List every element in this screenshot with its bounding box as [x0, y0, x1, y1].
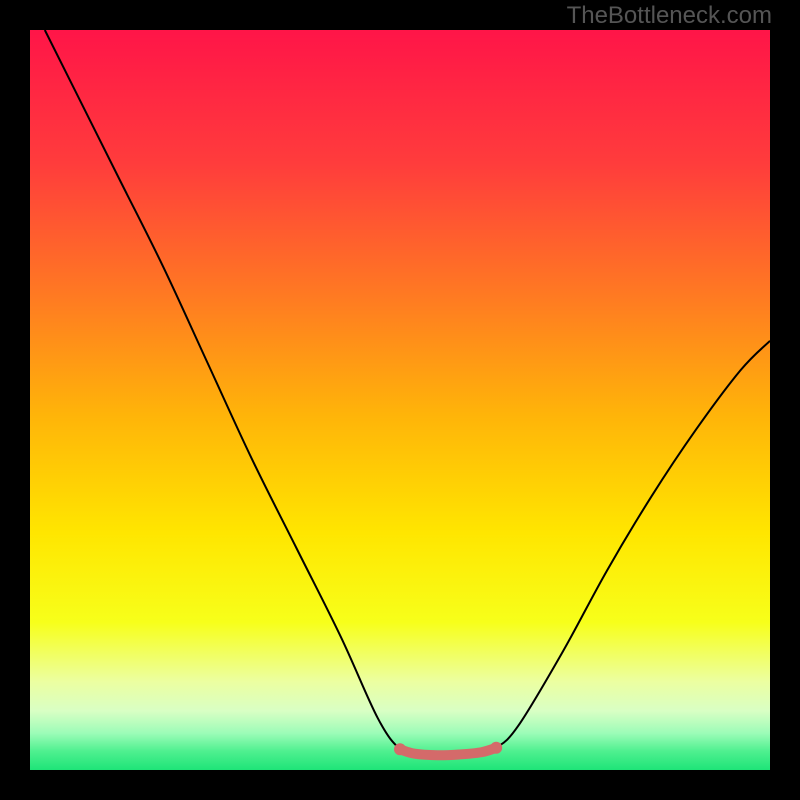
optimal-range-end-dot [490, 742, 502, 754]
plot-gradient-background [30, 30, 770, 770]
bottleneck-chart [0, 0, 800, 800]
watermark-text: TheBottleneck.com [567, 2, 772, 30]
optimal-range-start-dot [394, 743, 406, 755]
chart-container: TheBottleneck.com [0, 0, 800, 800]
